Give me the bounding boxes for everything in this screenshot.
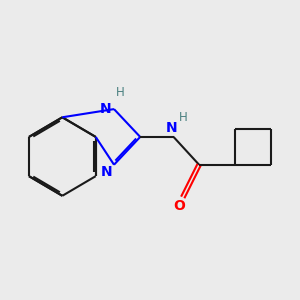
- Text: N: N: [166, 121, 178, 135]
- Text: H: H: [179, 112, 188, 124]
- Text: N: N: [100, 102, 111, 116]
- Text: H: H: [116, 86, 124, 99]
- Text: N: N: [101, 165, 112, 179]
- Text: O: O: [173, 199, 185, 213]
